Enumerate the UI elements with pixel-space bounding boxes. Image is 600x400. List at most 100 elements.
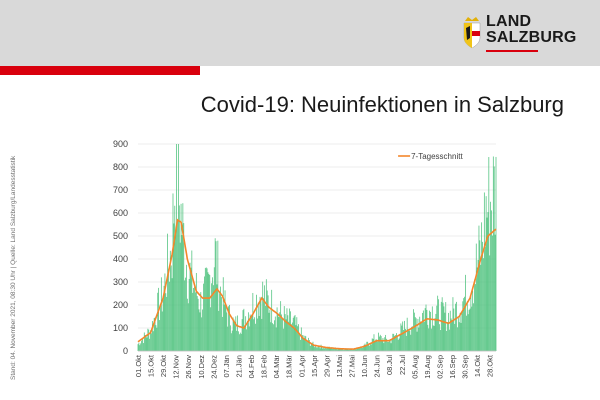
daily-bar: [243, 308, 245, 351]
daily-bar: [305, 336, 307, 351]
x-tick-label: 28.Okt: [486, 354, 495, 377]
daily-bar: [328, 346, 330, 351]
daily-bar: [300, 327, 302, 351]
daily-bar: [288, 321, 290, 351]
daily-bar: [248, 326, 250, 351]
daily-bar: [419, 316, 421, 351]
daily-bar: [461, 313, 463, 351]
daily-bar: [334, 348, 335, 351]
daily-bar: [413, 309, 414, 351]
daily-bar: [155, 325, 157, 351]
daily-bar: [492, 156, 494, 351]
daily-bar: [463, 298, 465, 351]
daily-bar: [203, 283, 204, 351]
daily-bar: [319, 348, 321, 351]
y-tick-label: 900: [113, 139, 128, 149]
daily-bar: [394, 335, 395, 351]
x-tick-label: 26.Nov: [184, 355, 193, 379]
logo-wordmark: LAND SALZBURG: [486, 14, 576, 46]
daily-bar: [193, 288, 195, 351]
daily-bar: [399, 333, 401, 351]
daily-bar: [429, 310, 430, 351]
daily-bar: [483, 192, 485, 351]
daily-bar: [247, 320, 248, 351]
daily-bar: [202, 309, 203, 351]
daily-bar: [260, 298, 262, 351]
daily-bar: [430, 311, 431, 351]
daily-bar: [139, 345, 141, 351]
daily-bar: [411, 326, 413, 351]
daily-bar: [447, 322, 448, 351]
daily-bar: [335, 348, 337, 351]
daily-bar: [456, 301, 457, 351]
daily-bar: [392, 333, 394, 351]
daily-bar: [283, 306, 285, 351]
daily-bar: [304, 335, 306, 351]
daily-bar: [245, 316, 247, 351]
daily-bar: [376, 339, 378, 351]
daily-bar: [274, 316, 276, 351]
daily-bar: [197, 298, 199, 351]
daily-bar: [336, 349, 338, 351]
daily-bar: [364, 343, 366, 351]
daily-bar: [444, 312, 446, 351]
daily-bar: [272, 323, 273, 351]
daily-bar: [165, 293, 167, 351]
daily-bar: [306, 339, 308, 351]
daily-bar: [152, 331, 154, 351]
daily-bar: [492, 235, 493, 351]
daily-bar: [382, 337, 384, 351]
header-bar: [0, 0, 600, 66]
daily-bar: [182, 203, 184, 351]
daily-bar: [495, 156, 497, 351]
daily-bar: [436, 305, 438, 351]
daily-bar: [389, 339, 391, 351]
daily-bar: [404, 320, 405, 351]
daily-bar: [317, 345, 319, 351]
daily-bar: [420, 321, 422, 351]
daily-bar: [275, 327, 277, 351]
daily-bar: [322, 348, 324, 351]
daily-bar: [276, 307, 278, 351]
x-tick-label: 14.Okt: [473, 354, 482, 377]
daily-bar: [307, 341, 308, 351]
daily-bar: [403, 329, 404, 351]
daily-bar: [227, 326, 229, 351]
daily-bar: [274, 320, 275, 351]
logo-line1: LAND: [486, 13, 532, 30]
y-tick-label: 800: [113, 162, 128, 172]
daily-bar: [141, 340, 142, 351]
x-tick-label: 21.Jän: [234, 355, 243, 378]
daily-bar: [416, 331, 418, 351]
daily-bar: [221, 316, 223, 351]
daily-bar: [163, 285, 165, 351]
daily-bar: [366, 341, 368, 351]
daily-bar: [425, 304, 427, 351]
daily-bar: [318, 347, 320, 351]
daily-bar: [388, 340, 390, 351]
daily-bar: [333, 348, 334, 351]
daily-bar: [231, 330, 233, 351]
daily-bar: [191, 250, 193, 351]
x-tick-label: 04.Mär: [272, 354, 281, 378]
daily-bar: [219, 293, 221, 351]
daily-bar: [168, 268, 169, 351]
daily-bar: [323, 347, 325, 351]
daily-bar: [387, 341, 388, 351]
daily-bar: [230, 333, 232, 351]
daily-bar: [331, 347, 333, 351]
daily-bar: [285, 319, 287, 351]
daily-bar: [452, 297, 454, 351]
daily-bar: [238, 331, 239, 351]
daily-bar: [198, 309, 200, 351]
daily-bar: [145, 336, 147, 351]
y-tick-label: 600: [113, 208, 128, 218]
y-tick-label: 100: [113, 323, 128, 333]
daily-bar: [221, 297, 222, 351]
daily-bar: [195, 292, 196, 351]
daily-bar: [457, 317, 459, 351]
daily-bar: [324, 348, 326, 351]
daily-bar: [314, 347, 316, 351]
daily-bar: [179, 242, 181, 351]
daily-bar: [295, 325, 297, 351]
